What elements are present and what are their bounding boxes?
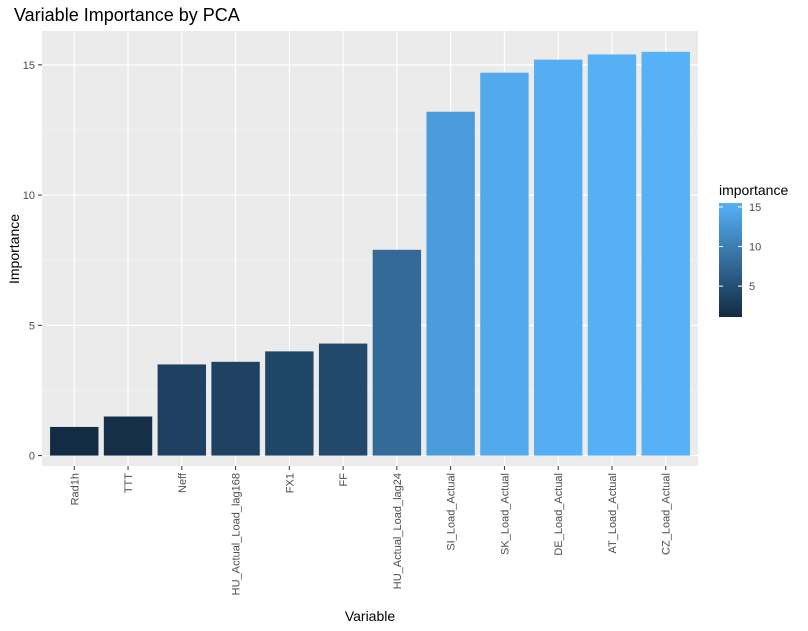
bar-SI_Load_Actual (426, 111, 475, 456)
x-tick-label: TTT (123, 473, 135, 493)
legend-colorbar (719, 203, 742, 317)
bar-Neff (157, 364, 206, 456)
bar-TTT (103, 416, 153, 456)
x-tick-label: FF (338, 473, 350, 487)
x-tick-label: HU_Actual_Load_lag24 (392, 473, 404, 589)
bar-FX1 (265, 351, 314, 456)
x-tick-label: Rad1h (69, 473, 81, 505)
legend-tick-label: 5 (749, 281, 755, 293)
y-tick-label: 15 (23, 60, 35, 72)
y-axis-title: Importance (6, 214, 22, 284)
x-tick-label: HU_Actual_Load_lag168 (231, 473, 243, 595)
bar-SK_Load_Actual (480, 72, 529, 456)
legend-title: importance (719, 182, 788, 198)
x-tick-label: SI_Load_Actual (446, 473, 458, 551)
chart-title: Variable Importance by PCA (14, 5, 240, 25)
bar-CZ_Load_Actual (641, 51, 690, 456)
legend-ticks: 5 10 15 (719, 202, 761, 293)
y-tick-label: 5 (29, 320, 35, 332)
x-tick-label: Neff (177, 472, 189, 493)
x-tick-label: AT_Load_Actual (607, 473, 619, 554)
x-axis-title: Variable (345, 608, 396, 624)
bar-AT_Load_Actual (587, 54, 637, 456)
y-axis-ticks: 0 5 10 15 (23, 60, 42, 463)
bar-DE_Load_Actual (534, 59, 583, 456)
legend: importance 5 10 15 (719, 182, 788, 317)
x-axis-ticks: Rad1h TTT Neff HU_Actual_Load_lag168 FX1 FF HU… (69, 466, 673, 595)
legend-tick-label: 15 (749, 202, 761, 214)
bar-FF (318, 343, 368, 456)
y-tick-label: 0 (29, 451, 35, 463)
x-tick-label: FX1 (284, 473, 296, 493)
bar-Rad1h (50, 426, 99, 456)
x-tick-label: CZ_Load_Actual (661, 473, 673, 555)
bar-HU_Actual_Load_lag24 (372, 249, 422, 456)
bars (50, 51, 690, 456)
x-tick-label: SK_Load_Actual (499, 473, 511, 555)
bar-HU_Actual_Load_lag168 (211, 361, 260, 456)
legend-tick-label: 10 (749, 242, 761, 254)
y-tick-label: 10 (23, 190, 35, 202)
x-tick-label: DE_Load_Actual (553, 473, 565, 556)
